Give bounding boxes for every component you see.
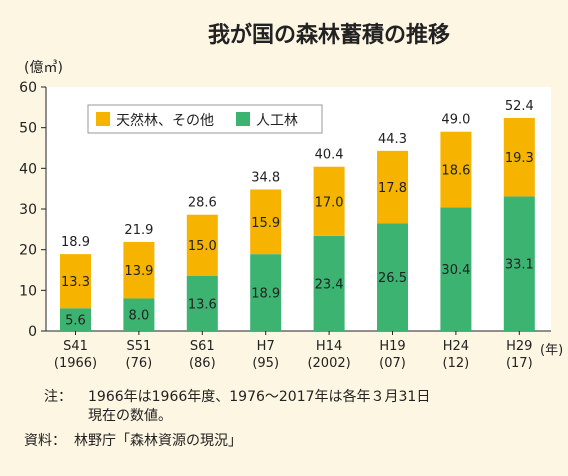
x-tick-label-year: (12): [443, 356, 470, 371]
legend-swatch-natural-forest: [96, 112, 110, 126]
total-value-label: 34.8: [251, 170, 280, 185]
x-tick-label-era: S61: [190, 339, 215, 354]
x-tick-label-era: H14: [316, 339, 342, 354]
y-axis-unit-label: (億㎥): [24, 60, 63, 76]
bar-segment-planted: [313, 235, 345, 331]
bar-segment-planted: [123, 298, 155, 331]
bar-segment-natural: [377, 150, 408, 224]
chart-title: 我が国の森林蓄積の推移: [208, 22, 450, 48]
bars: 5.6 13.3 18.9 8.0 13.9 21.9 13.6 15.0 28.6 18.9 15…: [60, 99, 535, 331]
segment-value-label: 17.8: [378, 181, 407, 196]
segment-value-label: 15.9: [251, 216, 280, 231]
total-value-label: 49.0: [441, 113, 470, 128]
source-text: 林野庁「森林資源の現況」: [74, 433, 242, 449]
segment-value-label: 26.5: [378, 271, 407, 286]
legend-label-natural-forest: 天然林、その他: [116, 112, 214, 129]
bar-segment-planted: [440, 207, 472, 331]
segment-value-label: 8.0: [129, 309, 150, 324]
total-value-label: 52.4: [505, 99, 534, 114]
bar-segment-planted: [377, 223, 408, 331]
source: 資料： 林野庁「森林資源の現況」: [24, 432, 242, 451]
total-value-label: 44.3: [378, 132, 407, 147]
total-value-label: 18.9: [61, 235, 90, 250]
note-line-1: 1966年は1966年度、1976～2017年は各年３月31日: [88, 389, 431, 405]
y-tick-label: 10: [19, 283, 37, 299]
x-axis-unit-label: (年): [540, 343, 563, 358]
bar-segment-natural: [60, 254, 91, 309]
bar-segment-natural: [123, 241, 155, 299]
total-value-label: 40.4: [315, 148, 344, 163]
segment-value-label: 19.3: [505, 151, 534, 166]
legend: 天然林、その他 人工林: [87, 104, 323, 134]
x-axis: S41 (1966) S51 (76) S61 (86) H7 (95) H14 (2002) H1…: [54, 331, 533, 371]
note-line-2: 現在の数値。: [88, 408, 172, 424]
bar-segment-natural: [250, 189, 282, 255]
y-tick-label: 30: [19, 202, 37, 218]
segment-value-label: 15.0: [188, 239, 217, 254]
x-tick-label-era: H24: [443, 339, 469, 354]
total-value-label: 28.6: [188, 196, 217, 211]
x-tick-label-year: (76): [126, 356, 153, 371]
segment-value-label: 13.3: [61, 275, 90, 290]
y-tick-label: 40: [19, 161, 37, 177]
legend-box: [87, 104, 323, 134]
bar-segment-natural: [440, 131, 472, 208]
segment-value-label: 33.1: [505, 258, 534, 273]
x-tick-label-year: (1966): [54, 356, 97, 371]
source-head: 資料：: [24, 433, 66, 449]
y-tick-label: 60: [19, 80, 37, 96]
x-tick-label-year: (2002): [307, 356, 350, 371]
y-tick-label: 50: [19, 121, 37, 137]
segment-value-label: 5.6: [65, 314, 86, 329]
x-tick-label-era: H29: [506, 339, 532, 354]
bar-segment-planted: [250, 254, 282, 331]
segment-value-label: 17.0: [315, 195, 344, 210]
y-tick-label: 20: [19, 243, 37, 259]
x-tick-label-era: H7: [257, 339, 275, 354]
segment-value-label: 23.4: [315, 277, 344, 292]
x-tick-label-year: (17): [506, 356, 533, 371]
legend-swatch-planted-forest: [236, 112, 250, 126]
bar-segment-planted: [503, 196, 535, 331]
bar-segment-natural: [186, 214, 218, 276]
note-head: 注：: [44, 389, 72, 405]
segment-value-label: 18.6: [441, 164, 470, 179]
x-tick-label-era: S41: [63, 339, 88, 354]
note: 注： 1966年は1966年度、1976～2017年は各年３月31日 現在の数値。: [24, 388, 430, 426]
x-tick-label-year: (07): [379, 356, 406, 371]
segment-value-label: 18.9: [251, 287, 280, 302]
bar-segment-planted: [186, 275, 218, 331]
segment-value-label: 13.6: [188, 297, 217, 312]
x-tick-label-year: (95): [252, 356, 279, 371]
legend-label-planted-forest: 人工林: [256, 113, 298, 129]
x-tick-label-era: S51: [127, 339, 152, 354]
segment-value-label: 30.4: [441, 263, 470, 278]
bar-segment-natural: [313, 166, 345, 236]
y-tick-label: 0: [28, 324, 37, 340]
x-tick-label-era: H19: [379, 339, 405, 354]
segment-value-label: 13.9: [124, 264, 153, 279]
bar-segment-natural: [503, 117, 535, 197]
x-tick-label-year: (86): [189, 356, 216, 371]
total-value-label: 21.9: [124, 223, 153, 238]
bar-segment-planted: [60, 308, 91, 331]
